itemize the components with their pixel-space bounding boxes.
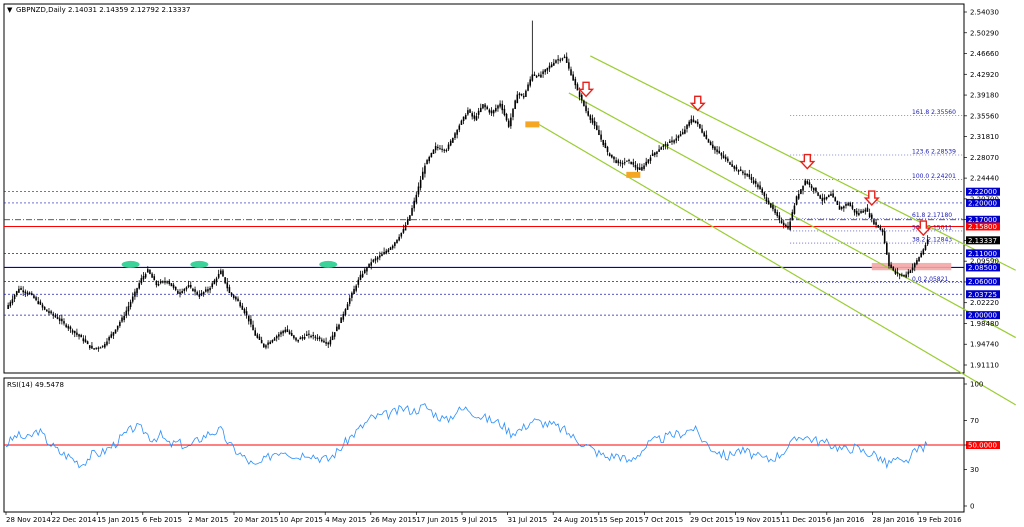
- level-tag-5: 2.08500: [968, 264, 997, 272]
- marker-oval-2: [319, 260, 338, 268]
- x-tick-label-0: 28 Nov 2014: [6, 516, 51, 524]
- level-tag-4-bg: [966, 249, 1000, 258]
- swing-box-1: [626, 171, 641, 178]
- swing-box-0: [525, 121, 540, 128]
- y-tick-label-5: 2.35560: [970, 112, 999, 120]
- x-tick-label-20: 19 Feb 2016: [918, 516, 962, 524]
- fib-label-3: 61.8 2.17180: [912, 212, 952, 219]
- level-tag-2: 2.17000: [968, 216, 997, 224]
- down-arrow-0: [577, 81, 595, 98]
- y-tick-label-8: 2.24440: [970, 175, 999, 183]
- level-tag-7-bg: [966, 290, 1000, 299]
- down-arrow-3: [863, 190, 880, 207]
- fib-label-5: 38.2 2.12843: [912, 237, 952, 244]
- channel-lower-line: [538, 123, 1017, 406]
- level-tag-6: 2.06000: [968, 278, 997, 286]
- marker-oval-0: [121, 260, 140, 268]
- x-tick-label-8: 26 May 2015: [371, 516, 417, 524]
- level-tag-8: 2.00000: [968, 312, 997, 320]
- x-tick-label-9: 17 Jun 2015: [416, 516, 458, 524]
- y-tick-label-16: 1.94740: [970, 341, 999, 349]
- y-tick-label-6: 2.31810: [970, 133, 999, 141]
- x-tick-label-17: 11 Dec 2015: [781, 516, 826, 524]
- level-tag-8-bg: [966, 311, 1000, 320]
- x-tick-label-1: 22 Dec 2014: [52, 516, 97, 524]
- level-tag-4: 2.11000: [968, 250, 997, 258]
- level-tag-2-bg: [966, 215, 1000, 224]
- current-price-tag: 2.13337: [968, 237, 997, 245]
- current-price-tag-bg: [966, 236, 1000, 245]
- x-tick-label-5: 20 Mar 2015: [234, 516, 278, 524]
- level-tag-0-bg: [966, 187, 1000, 196]
- x-tick-label-4: 2 Mar 2015: [188, 516, 228, 524]
- x-tick-label-11: 31 Jul 2015: [508, 516, 548, 524]
- target-zone: [871, 262, 952, 271]
- y-tick-label-2: 2.46660: [970, 50, 999, 58]
- y-tick-label-7: 2.28070: [970, 154, 999, 162]
- y-tick-label-0: 2.54030: [970, 9, 999, 17]
- rsi-tick-label-3: 30: [970, 466, 979, 474]
- y-tick-label-12: 2.09590: [970, 258, 999, 266]
- y-tick-label-3: 2.42920: [970, 71, 999, 79]
- rsi-line: [5, 403, 928, 470]
- y-tick-label-4: 2.39180: [970, 92, 999, 100]
- chart-title-arrow: ▼: [7, 6, 13, 14]
- fib-label-1: 123.6 2.28539: [912, 149, 956, 156]
- x-tick-label-2: 15 Jan 2015: [97, 516, 139, 524]
- x-tick-label-6: 10 Apr 2015: [280, 516, 323, 524]
- x-tick-label-13: 15 Sep 2015: [599, 516, 643, 524]
- level-tag-1: 2.20000: [968, 199, 997, 207]
- main-panel-frame: [3, 3, 965, 374]
- x-tick-label-14: 7 Oct 2015: [644, 516, 683, 524]
- rsi-label: RSI(14) 49.5478: [7, 381, 64, 389]
- fib-label-6: 0.0 2.05821: [912, 276, 948, 283]
- level-tag-6-bg: [966, 277, 1000, 286]
- candles: [7, 20, 929, 352]
- level-tag-3: 2.15800: [968, 223, 997, 231]
- chart-title: GBPNZD,Daily 2.14031 2.14359 2.12792 2.1…: [16, 6, 191, 14]
- down-arrow-2: [799, 153, 816, 170]
- down-arrow-4: [915, 220, 932, 237]
- rsi-tick-label-0: 100: [970, 381, 983, 389]
- down-arrow-1: [689, 95, 706, 112]
- level-tag-0: 2.22000: [968, 188, 997, 196]
- level-tag-1-bg: [966, 198, 1000, 207]
- rsi-level-tag-bg: [966, 441, 1000, 449]
- y-tick-label-1: 2.50290: [970, 29, 999, 37]
- y-tick-label-17: 1.91110: [970, 362, 999, 370]
- x-tick-label-10: 9 Jul 2015: [462, 516, 497, 524]
- x-tick-label-3: 6 Feb 2015: [143, 516, 182, 524]
- level-tag-3-bg: [966, 222, 1000, 231]
- x-tick-label-18: 6 Jan 2016: [827, 516, 865, 524]
- y-tick-label-15: 1.98480: [970, 320, 999, 328]
- x-tick-label-7: 4 May 2015: [325, 516, 366, 524]
- x-tick-label-16: 19 Nov 2015: [736, 516, 781, 524]
- level-tag-5-bg: [966, 263, 1000, 272]
- x-tick-label-19: 28 Jan 2016: [872, 516, 915, 524]
- level-tag-7: 2.03725: [968, 291, 997, 299]
- y-tick-label-14: 2.02220: [970, 299, 999, 307]
- x-tick-label-15: 29 Oct 2015: [690, 516, 733, 524]
- rsi-tick-label-4: 0: [970, 503, 974, 511]
- marker-oval-1: [190, 260, 209, 268]
- fib-label-2: 100.0 2.24201: [912, 173, 956, 180]
- rsi-tick-label-1: 70: [970, 417, 979, 425]
- x-tick-label-12: 24 Aug 2015: [553, 516, 598, 524]
- fib-label-0: 161.8 2.35560: [912, 109, 956, 116]
- rsi-level-tag: 50.0000: [968, 442, 997, 450]
